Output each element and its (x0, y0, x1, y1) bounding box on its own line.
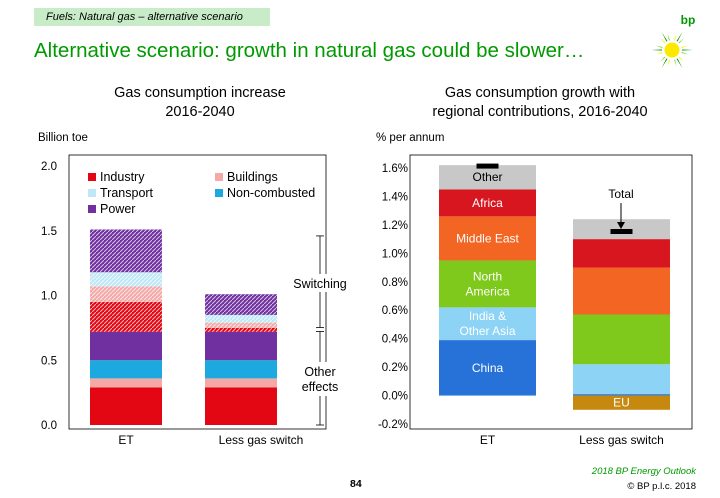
segment-label: Africa (472, 196, 503, 210)
total-label: Total (608, 187, 633, 201)
segment-label: America (465, 284, 509, 298)
segment-label: EU (613, 396, 630, 410)
bp-logo-text: bp (681, 13, 696, 27)
left-xtick-label: ET (118, 433, 134, 447)
right-bar-segment (573, 267, 670, 315)
right-chart-title-line2: regional contributions, 2016-2040 (432, 104, 647, 120)
left-ytick-label: 1.5 (41, 226, 57, 238)
right-bar-segment (439, 165, 536, 190)
left-ytick-label: 2.0 (41, 161, 57, 173)
right-ytick-label: 1.2% (382, 220, 408, 232)
left-bar-hatch (90, 229, 162, 273)
left-bar-hatch (90, 301, 162, 332)
legend-swatch (215, 173, 223, 181)
right-bar-segment (439, 307, 536, 341)
left-bar-segment (90, 360, 162, 379)
left-bar-segment (205, 387, 277, 425)
right-bar-segment (439, 260, 536, 308)
right-ytick-label: 0.6% (382, 305, 408, 317)
segment-label: China (472, 361, 504, 375)
legend-label: Non-combusted (227, 186, 315, 200)
other-effects-label: effects (302, 380, 339, 394)
legend-swatch (88, 205, 96, 213)
legend-swatch (215, 189, 223, 197)
segment-label: India & (469, 309, 506, 323)
legend-label: Transport (100, 186, 154, 200)
right-ytick-label: 0.8% (382, 277, 408, 289)
right-ytick-label: -0.2% (378, 419, 408, 431)
right-bar-segment (573, 239, 670, 268)
right-bar-segment (573, 395, 670, 410)
right-chart-ylabel: % per annum (376, 132, 444, 144)
left-chart-title-line2: 2016-2040 (165, 104, 234, 120)
legend-swatch (88, 173, 96, 181)
right-ytick-label: 0.0% (382, 391, 408, 403)
legend-label: Buildings (227, 170, 278, 184)
right-bar-segment (573, 364, 670, 395)
left-bar-segment (90, 331, 162, 361)
left-bar-segment (205, 378, 277, 388)
legend-swatch (88, 189, 96, 197)
left-bar-hatch (205, 294, 277, 315)
right-bar-segment (439, 189, 536, 217)
left-chart-ylabel: Billion toe (38, 132, 88, 144)
right-chart: Gas consumption growth with regional con… (376, 85, 693, 447)
right-bar-segment (573, 314, 670, 365)
left-chart-title-line1: Gas consumption increase (114, 85, 286, 101)
right-bar-segment (573, 394, 670, 396)
page-number: 84 (350, 478, 362, 490)
left-xtick-label: Less gas switch (219, 433, 304, 447)
right-chart-title-line1: Gas consumption growth with (445, 85, 635, 101)
left-ytick-label: 0.5 (41, 355, 57, 367)
segment-label: Other (472, 170, 502, 184)
segment-label: Middle East (456, 231, 519, 245)
left-bar-segment (205, 360, 277, 379)
left-bar-hatch (205, 322, 277, 328)
other-effects-label-bg (292, 362, 348, 396)
left-chart: Gas consumption increase 2016-2040 Billi… (38, 85, 352, 447)
segment-label: North (473, 269, 502, 283)
left-bar-hatch (90, 286, 162, 302)
left-bar-segment (205, 331, 277, 361)
total-arrow-head (617, 222, 625, 229)
right-ytick-label: 0.4% (382, 334, 408, 346)
right-xtick-label: ET (480, 433, 496, 447)
right-ytick-label: 1.0% (382, 248, 408, 260)
left-bar-hatch (90, 272, 162, 287)
legend-label: Power (100, 202, 135, 216)
other-effects-label: Other (304, 365, 335, 379)
headline: Alternative scenario: growth in natural … (34, 39, 585, 62)
segment-label: Other Asia (459, 324, 515, 338)
left-ytick-label: 0.0 (41, 420, 57, 432)
footer-source: 2018 BP Energy Outlook (591, 466, 696, 477)
right-bar-segment (439, 216, 536, 261)
section-tag: Fuels: Natural gas – alternative scenari… (34, 8, 270, 26)
switching-label-bg (286, 274, 352, 292)
footer-copyright: © BP p.l.c. 2018 (627, 481, 696, 492)
right-xtick-label: Less gas switch (579, 433, 664, 447)
right-ytick-label: 0.2% (382, 362, 408, 374)
total-marker (476, 163, 499, 169)
right-bar-segment (439, 340, 536, 396)
legend-label: Industry (100, 170, 145, 184)
left-ytick-label: 1.0 (41, 291, 57, 303)
left-bar-segment (90, 378, 162, 388)
left-bar-hatch (205, 327, 277, 332)
right-ytick-label: 1.4% (382, 191, 408, 203)
switching-label: Switching (293, 277, 347, 291)
total-marker (610, 229, 633, 234)
bp-logo: bp (651, 13, 696, 71)
right-ytick-label: 1.6% (382, 163, 408, 175)
charts-area: Gas consumption increase 2016-2040 Billi… (38, 85, 693, 447)
right-plot-frame (409, 154, 693, 430)
left-bar-segment (90, 387, 162, 425)
left-bar-hatch (205, 314, 277, 323)
